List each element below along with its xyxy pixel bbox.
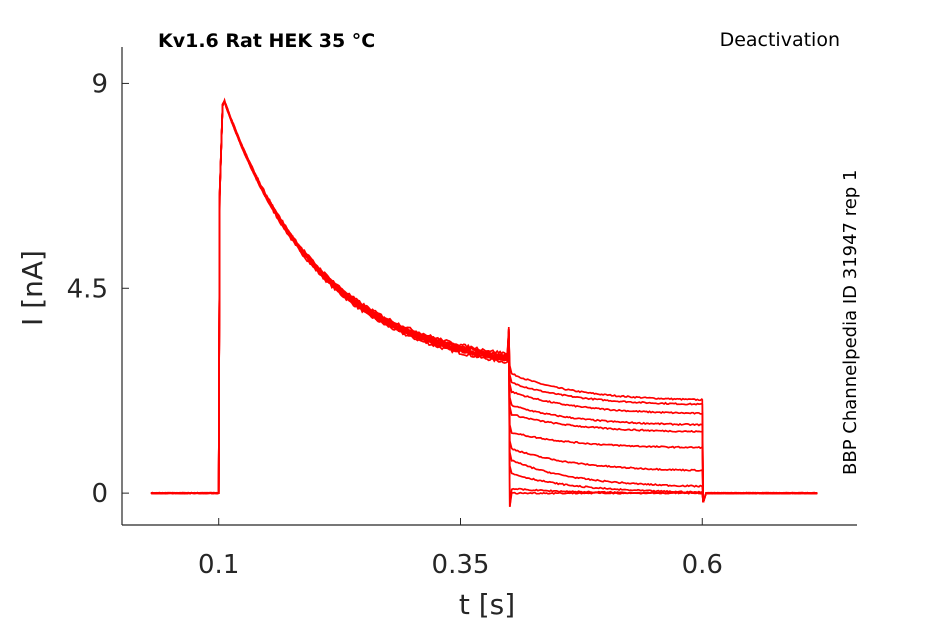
x-tick-label: 0.6 [682, 550, 723, 580]
current-trace [150, 97, 818, 503]
side-note: BBP Channelpedia ID 31947 rep 1 [840, 170, 861, 475]
chart-subtitle: Deactivation [720, 29, 840, 51]
current-trace [150, 99, 818, 503]
current-trace [150, 99, 818, 503]
y-tick-label: 0 [91, 479, 108, 509]
chart-title: Kv1.6 Rat HEK 35 °C [158, 30, 375, 52]
current-trace [150, 99, 818, 507]
current-trace [150, 99, 818, 503]
axes [121, 47, 857, 526]
y-tick-label: 4.5 [67, 274, 108, 304]
current-trace [150, 98, 818, 503]
current-trace [150, 99, 818, 503]
current-trace [150, 97, 818, 503]
current-trace [150, 98, 818, 507]
current-trace [150, 100, 818, 503]
y-axis-label: I [nA] [16, 250, 49, 326]
y-tick-label: 9 [91, 69, 108, 99]
x-axis-label: t [s] [459, 588, 515, 621]
x-tick-label: 0.1 [198, 550, 239, 580]
x-tick-label: 0.35 [432, 550, 490, 580]
traces [150, 97, 818, 507]
ticks: 0.1 0.35 0.6 0 4.5 9 [67, 69, 723, 580]
